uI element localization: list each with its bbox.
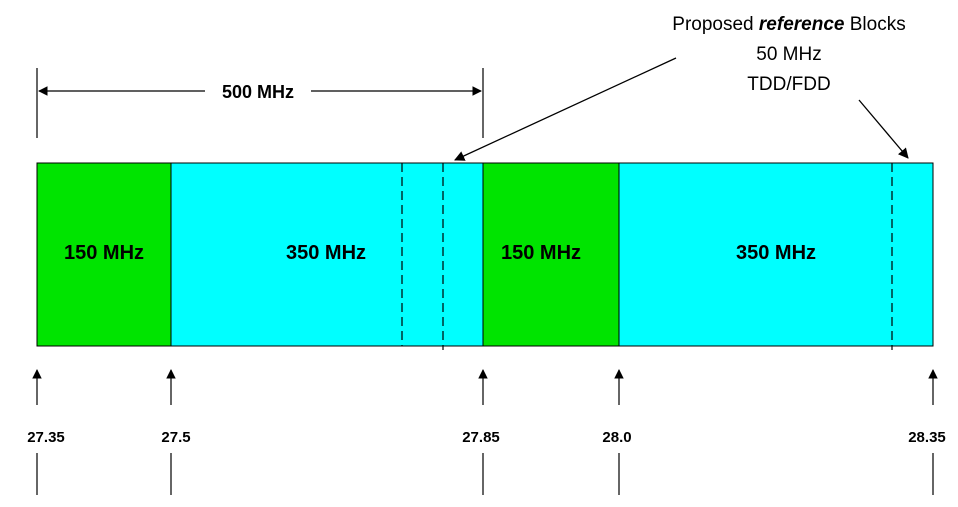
freq-label-2: 27.5: [161, 429, 190, 446]
block-3: [482, 162, 620, 347]
band-blocks: 150 MHz 350 MHz 150 MHz 350 MHz: [36, 162, 934, 347]
freq-label-3: 27.85: [462, 429, 500, 446]
freq-label-1: 27.35: [27, 429, 65, 446]
callout-line-2: 50 MHz: [756, 44, 821, 65]
block-label-4: 350 MHz: [736, 242, 816, 264]
callout-emphasis: reference: [759, 14, 845, 35]
callout-arrow-right: [858, 99, 909, 159]
span-dimension: 500 MHz: [36, 68, 484, 138]
callout-line-3: TDD/FDD: [747, 74, 830, 95]
block-4: [618, 162, 934, 347]
block-label-1: 150 MHz: [64, 242, 144, 264]
frequency-markers: 27.35 27.5 27.85 28.0 28.35: [27, 369, 946, 495]
freq-label-5: 28.35: [908, 429, 946, 446]
callout-arrow-left: [454, 57, 677, 161]
span-label: 500 MHz: [222, 82, 294, 102]
block-label-3: 150 MHz: [501, 242, 581, 264]
callout-suffix: Blocks: [844, 14, 905, 35]
freq-label-4: 28.0: [602, 429, 631, 446]
block-2: [170, 162, 484, 347]
block-label-2: 350 MHz: [286, 242, 366, 264]
callout-line-1: Proposed reference Blocks: [672, 14, 905, 35]
reference-callout: Proposed reference Blocks 50 MHz TDD/FDD: [454, 14, 909, 161]
block-1: [36, 162, 172, 347]
reference-block-dividers: [401, 163, 893, 350]
callout-prefix: Proposed: [672, 14, 759, 35]
